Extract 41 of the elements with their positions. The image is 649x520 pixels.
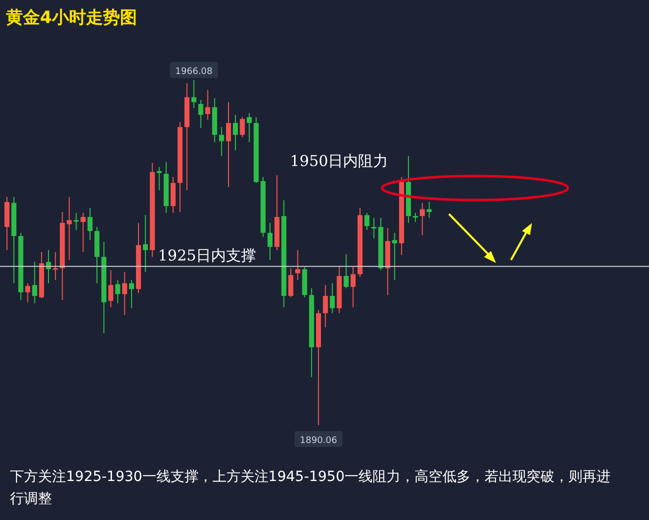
candlestick xyxy=(205,89,210,120)
annotation: 1890.06 xyxy=(300,436,338,446)
candlestick xyxy=(142,214,148,272)
candlestick xyxy=(392,232,398,281)
candlestick xyxy=(240,116,245,138)
candlestick xyxy=(122,271,128,316)
candlestick xyxy=(170,176,176,214)
candlestick xyxy=(322,284,328,328)
candlestick xyxy=(129,280,134,309)
candlestick xyxy=(371,217,376,239)
text: 下方关注1925-1930一线支撑，上方关注1945-1950一线阻力，高空低多，若出现突破，则再进行调整 xyxy=(10,468,612,509)
candlestick xyxy=(115,280,120,304)
candlestick xyxy=(288,268,294,298)
candlestick xyxy=(198,99,204,129)
annotation: 1966.08 xyxy=(175,67,213,77)
candlestick xyxy=(88,207,93,241)
candlestick xyxy=(80,212,86,252)
ref-line-label: 1925日内支撑 xyxy=(158,246,256,264)
candlestick xyxy=(344,254,349,289)
candlestick xyxy=(52,251,58,281)
candlestick xyxy=(232,114,238,151)
candlestick xyxy=(426,201,432,218)
candlestick xyxy=(226,102,231,188)
annotation: 1950日内阻力 xyxy=(290,152,388,170)
candlestick xyxy=(364,212,370,231)
candlestick xyxy=(295,250,300,281)
candlestick xyxy=(25,282,30,303)
candlestick xyxy=(32,261,38,304)
candlestick xyxy=(219,126,224,157)
candlestick xyxy=(74,212,79,231)
candlestick xyxy=(330,282,335,314)
candlestick xyxy=(156,166,162,191)
candlestick xyxy=(108,270,114,308)
chart-title: 黄金4小时走势图 xyxy=(6,7,137,29)
candlestick xyxy=(66,196,72,261)
candlestick xyxy=(412,212,418,222)
candlestick xyxy=(268,222,273,261)
candlestick xyxy=(246,112,252,143)
candlestick xyxy=(350,266,356,308)
candlestick xyxy=(420,202,425,236)
candlestick xyxy=(191,80,196,109)
